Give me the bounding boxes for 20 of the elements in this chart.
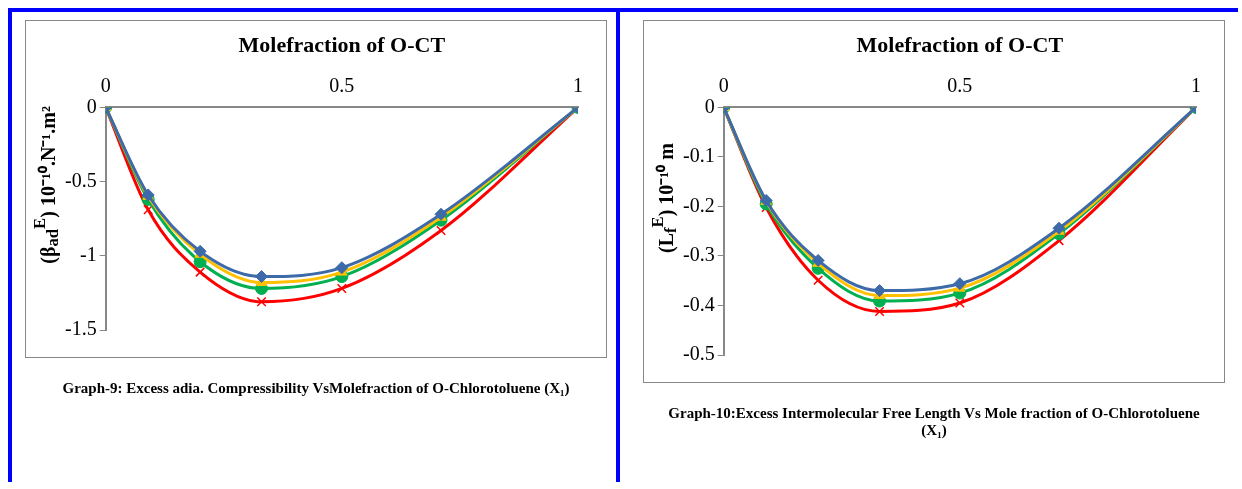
x-tick-label: 0 [100,73,111,96]
y-tick-label: 0 [86,94,97,117]
y-tick-label: -1 [80,243,97,266]
x-axis-title: Molefraction of O-CT [856,31,1064,57]
y-tick-label: -0.5 [683,342,715,365]
x-tick-label: 0.5 [947,73,973,96]
y-tick-label: -0.3 [683,243,715,266]
y-tick-label: -0.5 [65,168,97,191]
y-tick-label: -1.5 [65,317,97,340]
y-tick-label: 0 [704,94,715,117]
x-tick-label: 0 [718,73,729,96]
y-tick-label: -0.1 [683,144,715,167]
x-axis-title: Molefraction of O-CT [238,31,446,57]
x-tick-label: 1 [573,73,584,96]
text: Graph-10:Excess Intermolecular Free Length Vs Mole fraction of O-Chlorotoluene (X₁) [667,405,1201,439]
y-tick-label: -0.2 [683,193,715,216]
text: Graph-9: Excess adia. Compressibility VsMolefraction of O-Chlorotoluene (X₁) [61,380,571,397]
x-tick-label: 0.5 [329,73,355,96]
y-tick-label: -0.4 [683,292,715,315]
x-tick-label: 1 [1191,73,1202,96]
